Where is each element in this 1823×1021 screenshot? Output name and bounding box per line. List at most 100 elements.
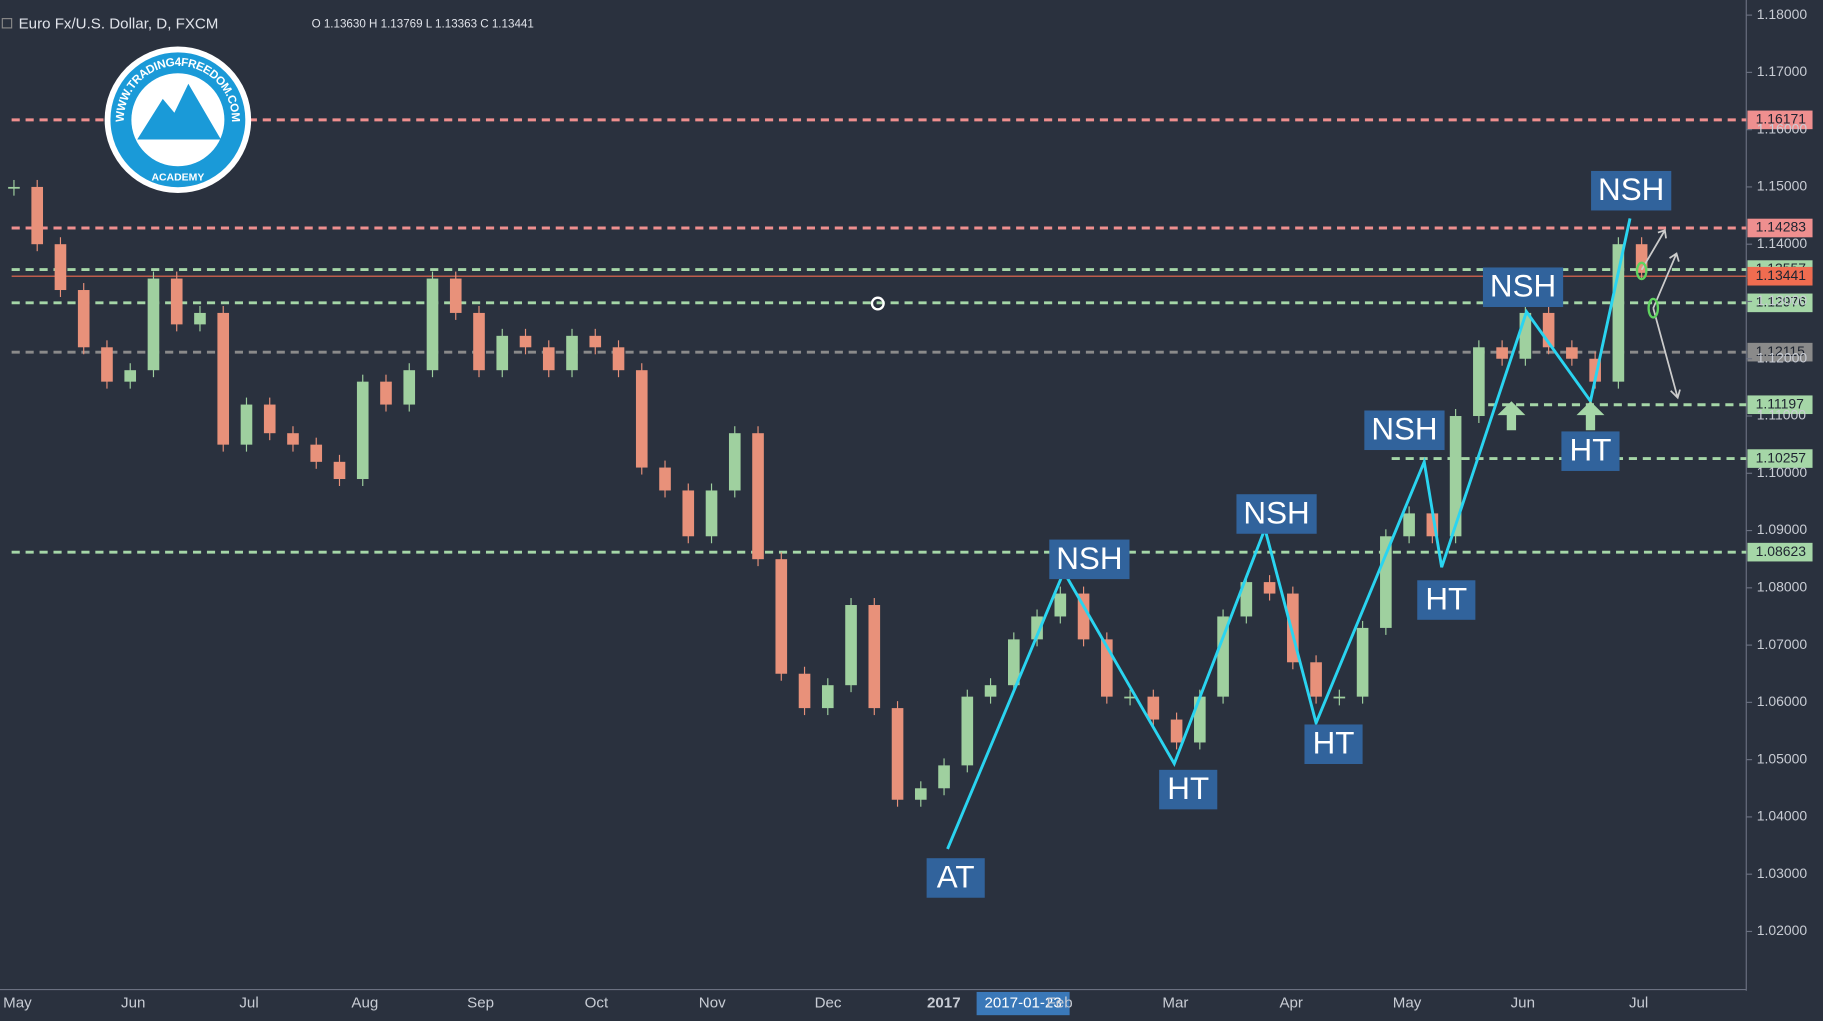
candle	[473, 312, 485, 371]
candle	[705, 490, 718, 537]
x-tick-label: Mar	[1162, 995, 1188, 1012]
candle	[845, 605, 857, 686]
x-tick-label: Nov	[699, 995, 726, 1012]
x-tick-label: May	[1393, 995, 1422, 1012]
crosshair-date: 2017-01-23	[984, 995, 1061, 1012]
x-tick-label: Jun	[121, 995, 145, 1012]
x-tick-label: 2017	[927, 995, 961, 1012]
candle	[798, 673, 811, 709]
candle	[403, 370, 416, 405]
pivot-label-box	[1236, 494, 1317, 534]
candle	[612, 347, 625, 371]
candle	[426, 278, 439, 371]
candle	[1612, 244, 1625, 382]
candle	[1170, 719, 1183, 743]
candle	[938, 765, 950, 789]
candle	[589, 335, 602, 348]
candle	[821, 685, 834, 709]
pivot-label: AT	[937, 859, 975, 894]
x-tick-label: May	[3, 995, 32, 1012]
candle	[891, 708, 904, 800]
candle	[914, 788, 927, 800]
candle	[1263, 582, 1276, 594]
candle	[1589, 358, 1601, 382]
candle	[1124, 696, 1136, 699]
pivot-label-box	[1159, 769, 1218, 810]
candle	[1333, 696, 1346, 699]
pivot-label-box	[926, 858, 985, 898]
candle	[1077, 593, 1090, 640]
x-tick-label: Jul	[239, 995, 258, 1012]
candle	[1566, 347, 1578, 359]
level-label: 1.12976	[1756, 294, 1807, 310]
candle	[1473, 347, 1485, 417]
candle	[8, 186, 20, 189]
level-label: 1.10257	[1756, 449, 1807, 465]
candle	[1240, 582, 1253, 617]
y-tick-label: 1.10000	[1757, 464, 1808, 480]
pivot-label: NSH	[1598, 172, 1664, 207]
candle	[868, 605, 881, 709]
x-tick-label: Dec	[815, 995, 842, 1012]
candle	[124, 370, 137, 382]
candle	[961, 696, 974, 766]
pivot-label-box	[1417, 580, 1476, 620]
logo: WWW.TRADING4FREEDOM.COM ACADEMY	[104, 46, 252, 194]
candle	[77, 290, 90, 348]
collapse-icon[interactable]	[1, 18, 13, 29]
candle	[194, 312, 206, 325]
candle	[1496, 347, 1508, 359]
pivot-label: NSH	[1243, 495, 1309, 530]
candle	[1635, 244, 1648, 273]
candle	[54, 244, 67, 291]
candle	[170, 278, 183, 325]
candle	[682, 490, 695, 537]
x-tick-label: Aug	[351, 995, 378, 1012]
y-tick-label: 1.16000	[1757, 120, 1808, 136]
candle	[1007, 639, 1020, 686]
level-label: 1.13441	[1756, 267, 1807, 283]
pivot-label: NSH	[1056, 541, 1122, 576]
pivot-label: HT	[1570, 433, 1612, 468]
candle	[356, 381, 369, 480]
projection-arrows	[1640, 229, 1681, 400]
candle	[1217, 616, 1229, 697]
candle	[263, 404, 276, 434]
up-arrows	[1497, 401, 1605, 431]
crosshair-date-box	[976, 991, 1070, 1016]
y-tick-label: 1.14000	[1757, 235, 1808, 251]
marker	[1647, 297, 1660, 319]
logo-academy: ACADEMY	[151, 173, 204, 184]
candle	[449, 278, 462, 313]
candle	[1403, 513, 1415, 537]
candle	[217, 312, 230, 445]
candle	[1356, 627, 1369, 697]
candle	[728, 433, 741, 491]
x-tick-label: Oct	[585, 995, 609, 1012]
x-tick-label: Jun	[1511, 995, 1535, 1012]
candle	[240, 404, 253, 445]
level-label: 1.12115	[1756, 343, 1806, 359]
symbol-title[interactable]: Euro Fx/U.S. Dollar, D, FXCM	[19, 15, 219, 32]
candle	[659, 467, 671, 491]
candle	[1194, 696, 1206, 743]
level-label-box	[1747, 449, 1813, 468]
pivot-label: NSH	[1371, 412, 1437, 447]
pivot-label: HT	[1167, 771, 1209, 806]
level-label: 1.14283	[1756, 219, 1807, 235]
pivot-label: NSH	[1490, 269, 1556, 304]
marker	[1635, 261, 1648, 281]
candle	[984, 685, 997, 697]
pivot-label: HT	[1313, 726, 1355, 761]
candle	[1310, 662, 1322, 697]
candle	[31, 186, 44, 245]
zigzag-line	[946, 218, 1632, 850]
x-tick-label: Apr	[1279, 995, 1303, 1012]
y-tick-label: 1.11000	[1757, 407, 1807, 423]
cursor	[870, 296, 885, 311]
y-tick-label: 1.08000	[1757, 579, 1808, 595]
candle	[147, 278, 160, 371]
candle	[542, 347, 555, 371]
y-tick-label: 1.09000	[1757, 521, 1808, 537]
